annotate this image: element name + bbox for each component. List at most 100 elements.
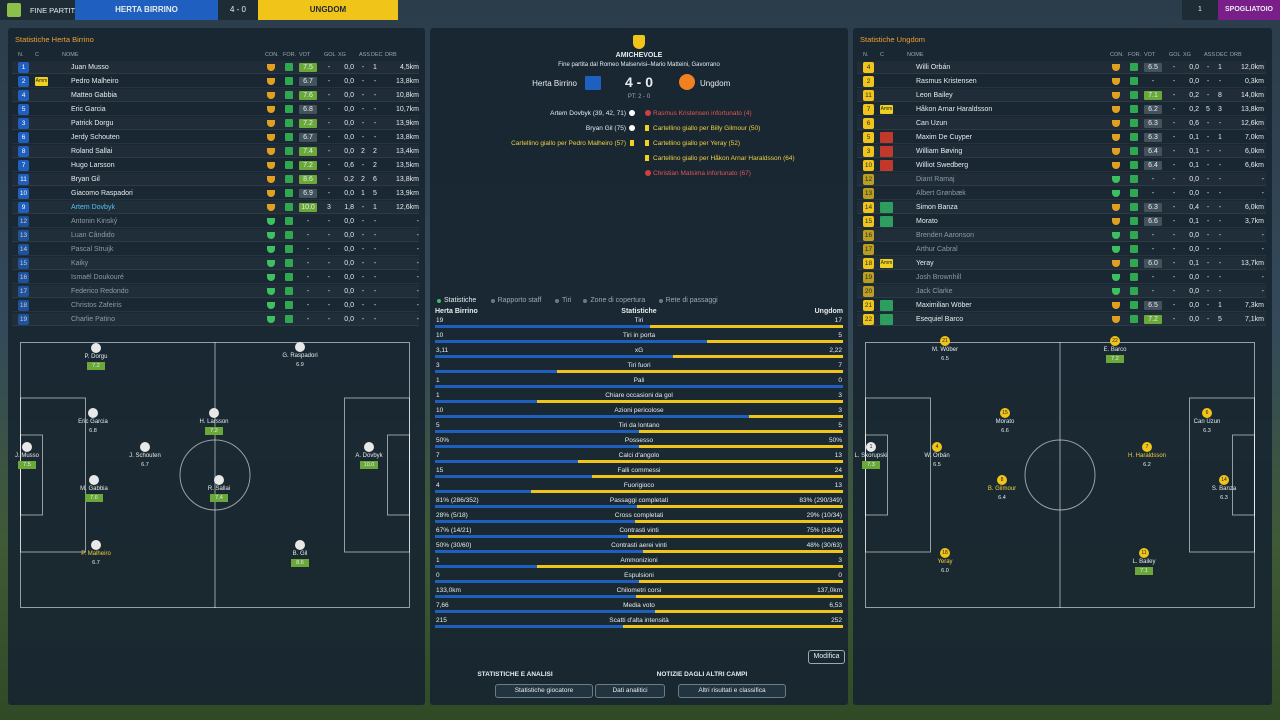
tab[interactable]: Rapporto staff: [497, 297, 542, 304]
player-row[interactable]: 18 Amm Yeray 6.0-0,1- -13,7km: [857, 257, 1266, 270]
form-icon: [1130, 63, 1138, 71]
player-row[interactable]: 11 Bryan Gil 8.6 - 0,2 2 6 13,8km: [12, 173, 419, 186]
stat-bar-home: [435, 340, 707, 343]
stat-label: Espulsioni: [624, 572, 654, 579]
player-marker[interactable]: [22, 442, 32, 452]
player-row[interactable]: 17 Arthur Cabral - -0,0- - -: [857, 243, 1266, 256]
player-row[interactable]: 5 Eric Garcia 6.8-0,0- -10,7km: [12, 103, 419, 116]
player-row[interactable]: 7 Hugo Larsson 7.2-0,6-2 13,5km: [12, 159, 419, 172]
away-event: Cartellino giallo per Billy Gilmour (50): [653, 125, 761, 132]
tab[interactable]: Statistiche: [444, 297, 477, 304]
player-name: Josh Brownhill: [916, 274, 962, 281]
stat-away: 7: [838, 362, 842, 369]
player-marker[interactable]: [89, 475, 99, 485]
condition-icon: [1112, 218, 1120, 225]
player-row[interactable]: 14 Pascal Struijk - -0,0- - -: [12, 243, 419, 256]
player-marker[interactable]: 15: [1000, 408, 1010, 418]
player-row[interactable]: 4 Matteo Gabbia 7.6-0,0- -10,8km: [12, 89, 419, 102]
player-marker[interactable]: 18: [940, 548, 950, 558]
player-marker[interactable]: [91, 540, 101, 550]
player-rating: 6.5: [941, 356, 949, 362]
player-marker[interactable]: [88, 408, 98, 418]
assists: -: [361, 260, 365, 267]
edit-button[interactable]: Modifica: [808, 650, 845, 664]
competition-logo: [633, 35, 645, 49]
notifications[interactable]: 1: [1182, 0, 1218, 20]
action-button[interactable]: Statistiche giocatore: [495, 684, 593, 698]
player-rating: 6.4: [998, 495, 1006, 501]
goals: -: [327, 134, 331, 141]
player-row[interactable]: 10 Williot Swedberg 6.4-0,1- -6,6km: [857, 159, 1266, 172]
stat-label: Passaggi completati: [609, 497, 669, 504]
dressing-room-button[interactable]: SPOGLIATOIO: [1218, 0, 1280, 20]
player-row[interactable]: 1 Juan Musso 7.5-0,0-1 4,5km: [12, 61, 419, 74]
player-row[interactable]: 17 Federico Redondo - -0,0- - -: [12, 285, 419, 298]
player-row[interactable]: 19 Josh Brownhill - -0,0- - -: [857, 271, 1266, 284]
player-marker[interactable]: [295, 342, 305, 352]
player-marker[interactable]: 11: [1139, 548, 1149, 558]
player-marker[interactable]: [140, 442, 150, 452]
player-row[interactable]: 21 Maximilian Wöber 6.5-0,0-1 7,3km: [857, 299, 1266, 312]
player-row[interactable]: 15 Morato 6.6-0,1- -3,7km: [857, 215, 1266, 228]
stat-away: 6,53: [829, 602, 842, 609]
player-row[interactable]: 13 Luan Cândido - -0,0- - -: [12, 229, 419, 242]
player-row[interactable]: 7 Amm Håkon Arnar Haraldsson 6.2 - 0,2 5 3 13,8k…: [857, 103, 1266, 116]
player-row[interactable]: 16 Brenden Aaronson - -0,0- - -: [857, 229, 1266, 242]
player-row[interactable]: 8 Roland Sallai 7.4 - 0,0 2 2 13,4km: [12, 145, 419, 158]
tab[interactable]: Zone di copertura: [590, 297, 646, 304]
player-row[interactable]: 6 Jerdy Schouten 6.7-0,0- -13,8km: [12, 131, 419, 144]
stat-bar-away: [627, 535, 843, 538]
player-row[interactable]: 11 Leon Bailey 7.1-0,2-8 14,0km: [857, 89, 1266, 102]
action-button[interactable]: Altri risultati e classifica: [678, 684, 786, 698]
player-marker[interactable]: 1: [866, 442, 876, 452]
action-button[interactable]: Dati analitici: [595, 684, 665, 698]
player-name: Simon Banza: [916, 204, 958, 211]
pitch: 21 M. Wöber 6.5 22 E. Barco 7.2 15 Morato 6.6 6 Ca…: [854, 336, 1255, 608]
player-row[interactable]: 16 Ismaël Doukouré - -0,0- - -: [12, 271, 419, 284]
player-row[interactable]: 6 Can Uzun 6.3-0,6- -12,6km: [857, 117, 1266, 130]
player-marker[interactable]: 7: [1142, 442, 1152, 452]
player-row[interactable]: 15 Kaiky - -0,0- - -: [12, 257, 419, 270]
player-row[interactable]: 2 Amm Pedro Malheiro 6.7-0,0- -13,8km: [12, 75, 419, 88]
tab[interactable]: Tiri: [562, 297, 572, 304]
form-icon: [285, 259, 293, 267]
rating: 7.1: [1144, 91, 1162, 100]
player-row[interactable]: 12 Diant Ramaj - -0,0- - -: [857, 173, 1266, 186]
player-marker[interactable]: [214, 475, 224, 485]
shirt-number: 14: [18, 244, 29, 255]
assists: -: [1206, 288, 1210, 295]
player-row[interactable]: 22 Esequiel Barco 7.2-0,0-5 7,1km: [857, 313, 1266, 326]
player-row[interactable]: 19 Charlie Patino - -0,0- - -: [12, 313, 419, 326]
player-marker[interactable]: [364, 442, 374, 452]
player-row[interactable]: 9 Artem Dovbyk 10.0 3 1,8- 1 12,6km: [12, 201, 419, 214]
player-row[interactable]: 18 Christos Zafeiris - -0,0- - -: [12, 299, 419, 312]
player-row[interactable]: 5 Maxim De Cuyper 6.3-0,1-1 7,0km: [857, 131, 1266, 144]
stat-home: 7: [436, 452, 440, 459]
player-marker[interactable]: 21: [940, 336, 950, 346]
player-marker[interactable]: 4: [932, 442, 942, 452]
tab[interactable]: Rete di passaggi: [665, 297, 718, 304]
player-marker[interactable]: 8: [997, 475, 1007, 485]
assists: -: [1206, 162, 1210, 169]
shirt-number: 11: [18, 174, 29, 185]
player-row[interactable]: 14 Simon Banza 6.3-0,4- -6,0km: [857, 201, 1266, 214]
player-marker[interactable]: [91, 343, 101, 353]
goals: -: [1172, 176, 1176, 183]
xg: 0,0: [344, 246, 354, 253]
player-marker[interactable]: 6: [1202, 408, 1212, 418]
player-row[interactable]: 20 Jack Clarke - -0,0- - -: [857, 285, 1266, 298]
player-row[interactable]: 12 Antonin Kinský - -0,0- - -: [12, 215, 419, 228]
player-row[interactable]: 4 Willi Orbán 6.5-0,0-1 12,0km: [857, 61, 1266, 74]
player-row[interactable]: 3 William Bøving 6.4-0,1- -6,0km: [857, 145, 1266, 158]
player-row[interactable]: 2 Rasmus Kristensen - -0,0- -0,3km: [857, 75, 1266, 88]
shirt-number: 3: [863, 146, 874, 157]
player-marker[interactable]: 14: [1219, 475, 1229, 485]
condition-icon: [1112, 204, 1120, 211]
player-marker[interactable]: 22: [1110, 336, 1120, 346]
player-row[interactable]: 13 Albert Grønbæk - -0,0- - -: [857, 187, 1266, 200]
player-marker[interactable]: [295, 540, 305, 550]
player-row[interactable]: 10 Giacomo Raspadori 6.9 - 0,0 1 5 13,9km: [12, 187, 419, 200]
player-marker[interactable]: [209, 408, 219, 418]
player-name: Roland Sallai: [71, 148, 113, 155]
player-row[interactable]: 3 Patrick Dorgu 7.2-0,0- -13,9km: [12, 117, 419, 130]
